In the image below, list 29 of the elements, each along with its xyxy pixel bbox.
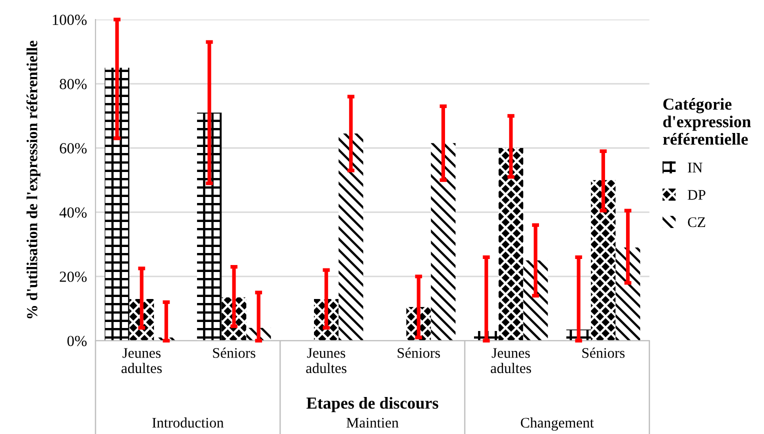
bar	[338, 134, 364, 341]
legend-label: IN	[688, 162, 702, 172]
legend-title: Catégorie d'expression référentielle	[662, 98, 751, 145]
bar	[523, 260, 548, 341]
y-tick-label: 0%	[67, 336, 87, 346]
x-tick-label: Séniors	[582, 348, 625, 358]
bar	[104, 68, 130, 341]
x-tick-label: Jeunes adultes	[306, 348, 346, 374]
text: Introduction	[152, 417, 224, 428]
x-tick-label: Jeunes adultes	[122, 348, 162, 374]
x-tick-label: Jeunes adultes	[490, 348, 532, 374]
y-tick-label: 20%	[60, 272, 87, 282]
bar	[498, 148, 524, 341]
bar	[430, 143, 456, 341]
y-tick-label: 40%	[59, 207, 87, 218]
legend-label: CZ	[688, 217, 706, 228]
text: Maintien	[346, 418, 399, 428]
y-axis-title: % d'utilisation de l'expression référentielle	[26, 40, 40, 318]
x-axis-title: Etapes de discours	[306, 397, 438, 412]
bar	[616, 248, 640, 341]
x-tick-label: Séniors	[398, 348, 440, 358]
y-tick-label: 80%	[60, 78, 87, 90]
text: Changement	[520, 417, 594, 431]
bar	[197, 112, 222, 341]
y-tick-label: 60%	[60, 143, 87, 154]
x-tick-label: Séniors	[213, 348, 256, 358]
legend-label: DP	[688, 190, 706, 200]
bar	[590, 180, 616, 341]
y-tick-label: 100%	[52, 14, 87, 26]
